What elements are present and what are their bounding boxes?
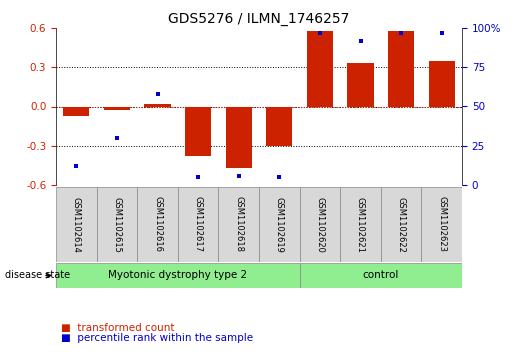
Point <box>356 38 365 44</box>
Bar <box>300 187 340 262</box>
Text: GSM1102622: GSM1102622 <box>397 196 406 252</box>
Bar <box>421 187 462 262</box>
Text: GSM1102623: GSM1102623 <box>437 196 446 253</box>
Text: GSM1102616: GSM1102616 <box>153 196 162 253</box>
Bar <box>185 106 211 156</box>
Point <box>397 30 405 36</box>
Bar <box>218 187 259 262</box>
Text: GSM1102620: GSM1102620 <box>315 196 324 252</box>
Text: Myotonic dystrophy type 2: Myotonic dystrophy type 2 <box>108 270 247 281</box>
Bar <box>97 187 137 262</box>
Bar <box>266 106 293 146</box>
Point <box>316 30 324 36</box>
Bar <box>144 104 170 106</box>
Point <box>194 174 202 180</box>
Bar <box>340 187 381 262</box>
Text: GSM1102618: GSM1102618 <box>234 196 243 253</box>
Point <box>153 91 162 97</box>
Point <box>113 135 121 141</box>
Text: ■  transformed count: ■ transformed count <box>61 323 175 333</box>
Bar <box>178 187 218 262</box>
Point <box>72 163 80 169</box>
Bar <box>259 187 300 262</box>
Text: GSM1102617: GSM1102617 <box>194 196 202 253</box>
Bar <box>137 187 178 262</box>
Text: ■  percentile rank within the sample: ■ percentile rank within the sample <box>61 333 253 343</box>
Point <box>234 173 243 179</box>
Bar <box>226 106 252 168</box>
Bar <box>347 63 374 106</box>
Text: disease state: disease state <box>5 270 70 281</box>
Bar <box>104 106 130 110</box>
Bar <box>307 30 333 106</box>
Text: control: control <box>363 270 399 281</box>
Bar <box>428 61 455 106</box>
Point <box>275 174 283 180</box>
Bar <box>63 106 90 116</box>
Title: GDS5276 / ILMN_1746257: GDS5276 / ILMN_1746257 <box>168 12 350 25</box>
Text: GSM1102621: GSM1102621 <box>356 196 365 252</box>
Bar <box>300 263 462 288</box>
Bar <box>56 187 97 262</box>
Bar <box>381 187 421 262</box>
Bar <box>388 30 414 106</box>
Point <box>438 30 446 36</box>
Text: GSM1102619: GSM1102619 <box>275 196 284 252</box>
Bar <box>56 263 300 288</box>
Text: GSM1102614: GSM1102614 <box>72 196 81 252</box>
Text: GSM1102615: GSM1102615 <box>112 196 122 252</box>
